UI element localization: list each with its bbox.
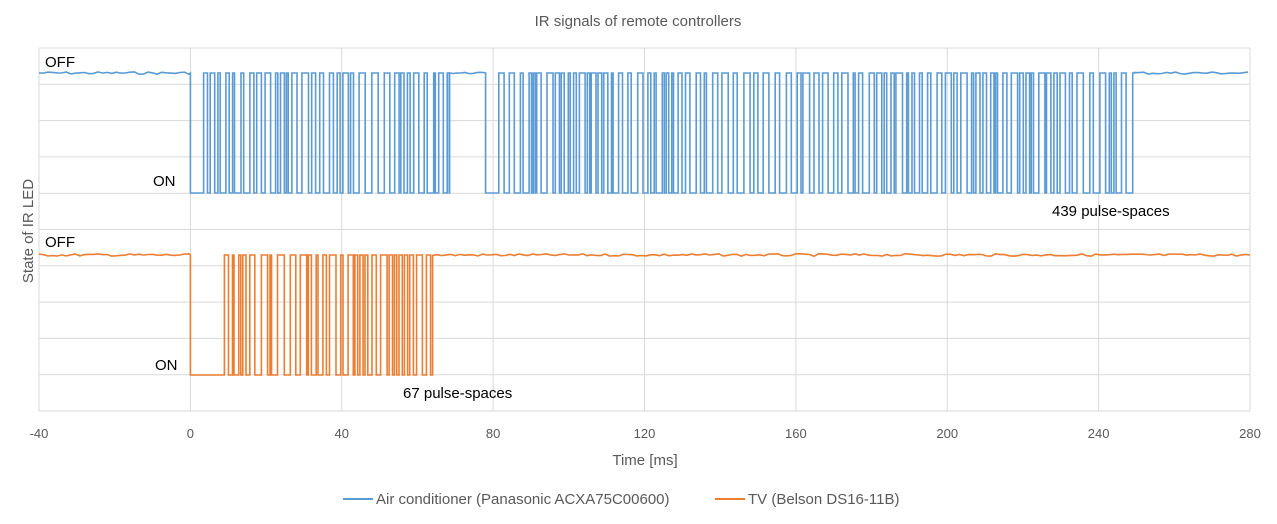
x-tick-label: 80 (486, 426, 500, 441)
x-axis-title: Time [ms] (612, 452, 677, 469)
on-label: ON (155, 357, 178, 374)
x-tick-label: 200 (936, 426, 958, 441)
legend-label: TV (Belson DS16-11B) (748, 491, 899, 508)
legend-label: Air conditioner (Panasonic ACXA75C00600) (376, 491, 670, 508)
x-axis-ticks: -40 0 40 80 120 160 200 240 280 (30, 426, 1261, 441)
off-label: OFF (45, 234, 75, 251)
pulse-count-label: 439 pulse-spaces (1052, 203, 1170, 220)
x-tick-label: 120 (634, 426, 656, 441)
x-tick-label: 160 (785, 426, 807, 441)
chart-title: IR signals of remote controllers (535, 13, 742, 30)
series-layer (38, 71, 1251, 376)
series-line (38, 252, 1251, 376)
y-axis-title: State of IR LED (20, 179, 37, 283)
annotations: OFF ON 439 pulse-spaces OFF ON 67 pulse-space… (45, 54, 1170, 402)
series-line (38, 71, 1249, 194)
x-tick-label: 280 (1239, 426, 1261, 441)
x-tick-label: 240 (1088, 426, 1110, 441)
pulse-count-label: 67 pulse-spaces (403, 385, 512, 402)
on-label: ON (153, 173, 176, 190)
x-tick-label: 40 (335, 426, 349, 441)
legend: Air conditioner (Panasonic ACXA75C00600)… (343, 491, 899, 508)
x-tick-label: 0 (187, 426, 194, 441)
x-tick-label: -40 (30, 426, 49, 441)
off-label: OFF (45, 54, 75, 71)
